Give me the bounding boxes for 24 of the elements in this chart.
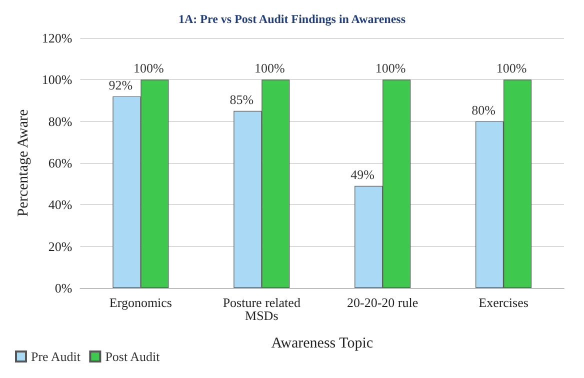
y-axis-title: Percentage Aware — [16, 109, 32, 217]
y-tick-label: 40% — [48, 197, 72, 212]
data-label: 85% — [230, 92, 254, 107]
data-label: 100% — [496, 60, 527, 76]
x-tick-label: Ergonomics — [109, 295, 172, 310]
data-label: 100% — [375, 60, 406, 76]
y-tick-label: 80% — [48, 114, 72, 129]
x-tick-label: Posture related MSDs — [222, 295, 301, 323]
y-tick-label: 20% — [48, 238, 72, 254]
data-label: 80% — [472, 102, 496, 118]
data-label: 92% — [108, 77, 133, 92]
data-label: 100% — [254, 60, 285, 76]
legend-label: Pre Audit — [31, 349, 81, 364]
legend-label: Post Audit — [105, 349, 160, 364]
x-tick-label: 20-20-20 rule — [347, 295, 418, 310]
data-label: 49% — [350, 166, 375, 182]
y-tick-label: 100% — [42, 72, 72, 88]
x-axis-title: Awareness Topic — [271, 336, 374, 352]
data-label: 100% — [134, 60, 164, 76]
y-tick-label: 0% — [54, 280, 72, 296]
chart-title: 1A: Pre vs Post Audit Findings in Awareness — [178, 12, 406, 26]
x-tick-label: Exercises — [478, 295, 528, 310]
y-tick-label: 120% — [42, 30, 72, 46]
y-tick-label: 60% — [48, 156, 72, 170]
